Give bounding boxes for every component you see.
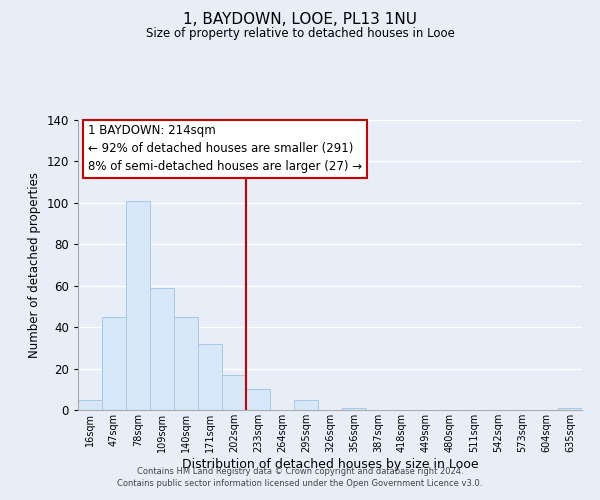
X-axis label: Distribution of detached houses by size in Looe: Distribution of detached houses by size … <box>182 458 478 470</box>
Bar <box>342 408 366 410</box>
Bar <box>78 400 102 410</box>
Text: 1, BAYDOWN, LOOE, PL13 1NU: 1, BAYDOWN, LOOE, PL13 1NU <box>183 12 417 28</box>
Bar <box>126 201 150 410</box>
Bar <box>222 375 246 410</box>
Bar <box>198 344 222 410</box>
Text: Size of property relative to detached houses in Looe: Size of property relative to detached ho… <box>146 28 454 40</box>
Bar <box>558 408 582 410</box>
Bar <box>294 400 318 410</box>
Y-axis label: Number of detached properties: Number of detached properties <box>28 172 41 358</box>
Bar <box>102 317 126 410</box>
Text: Contains HM Land Registry data © Crown copyright and database right 2024.
Contai: Contains HM Land Registry data © Crown c… <box>118 466 482 487</box>
Bar <box>246 390 270 410</box>
Text: 1 BAYDOWN: 214sqm
← 92% of detached houses are smaller (291)
8% of semi-detached: 1 BAYDOWN: 214sqm ← 92% of detached hous… <box>88 124 362 174</box>
Bar <box>150 288 174 410</box>
Bar <box>174 317 198 410</box>
